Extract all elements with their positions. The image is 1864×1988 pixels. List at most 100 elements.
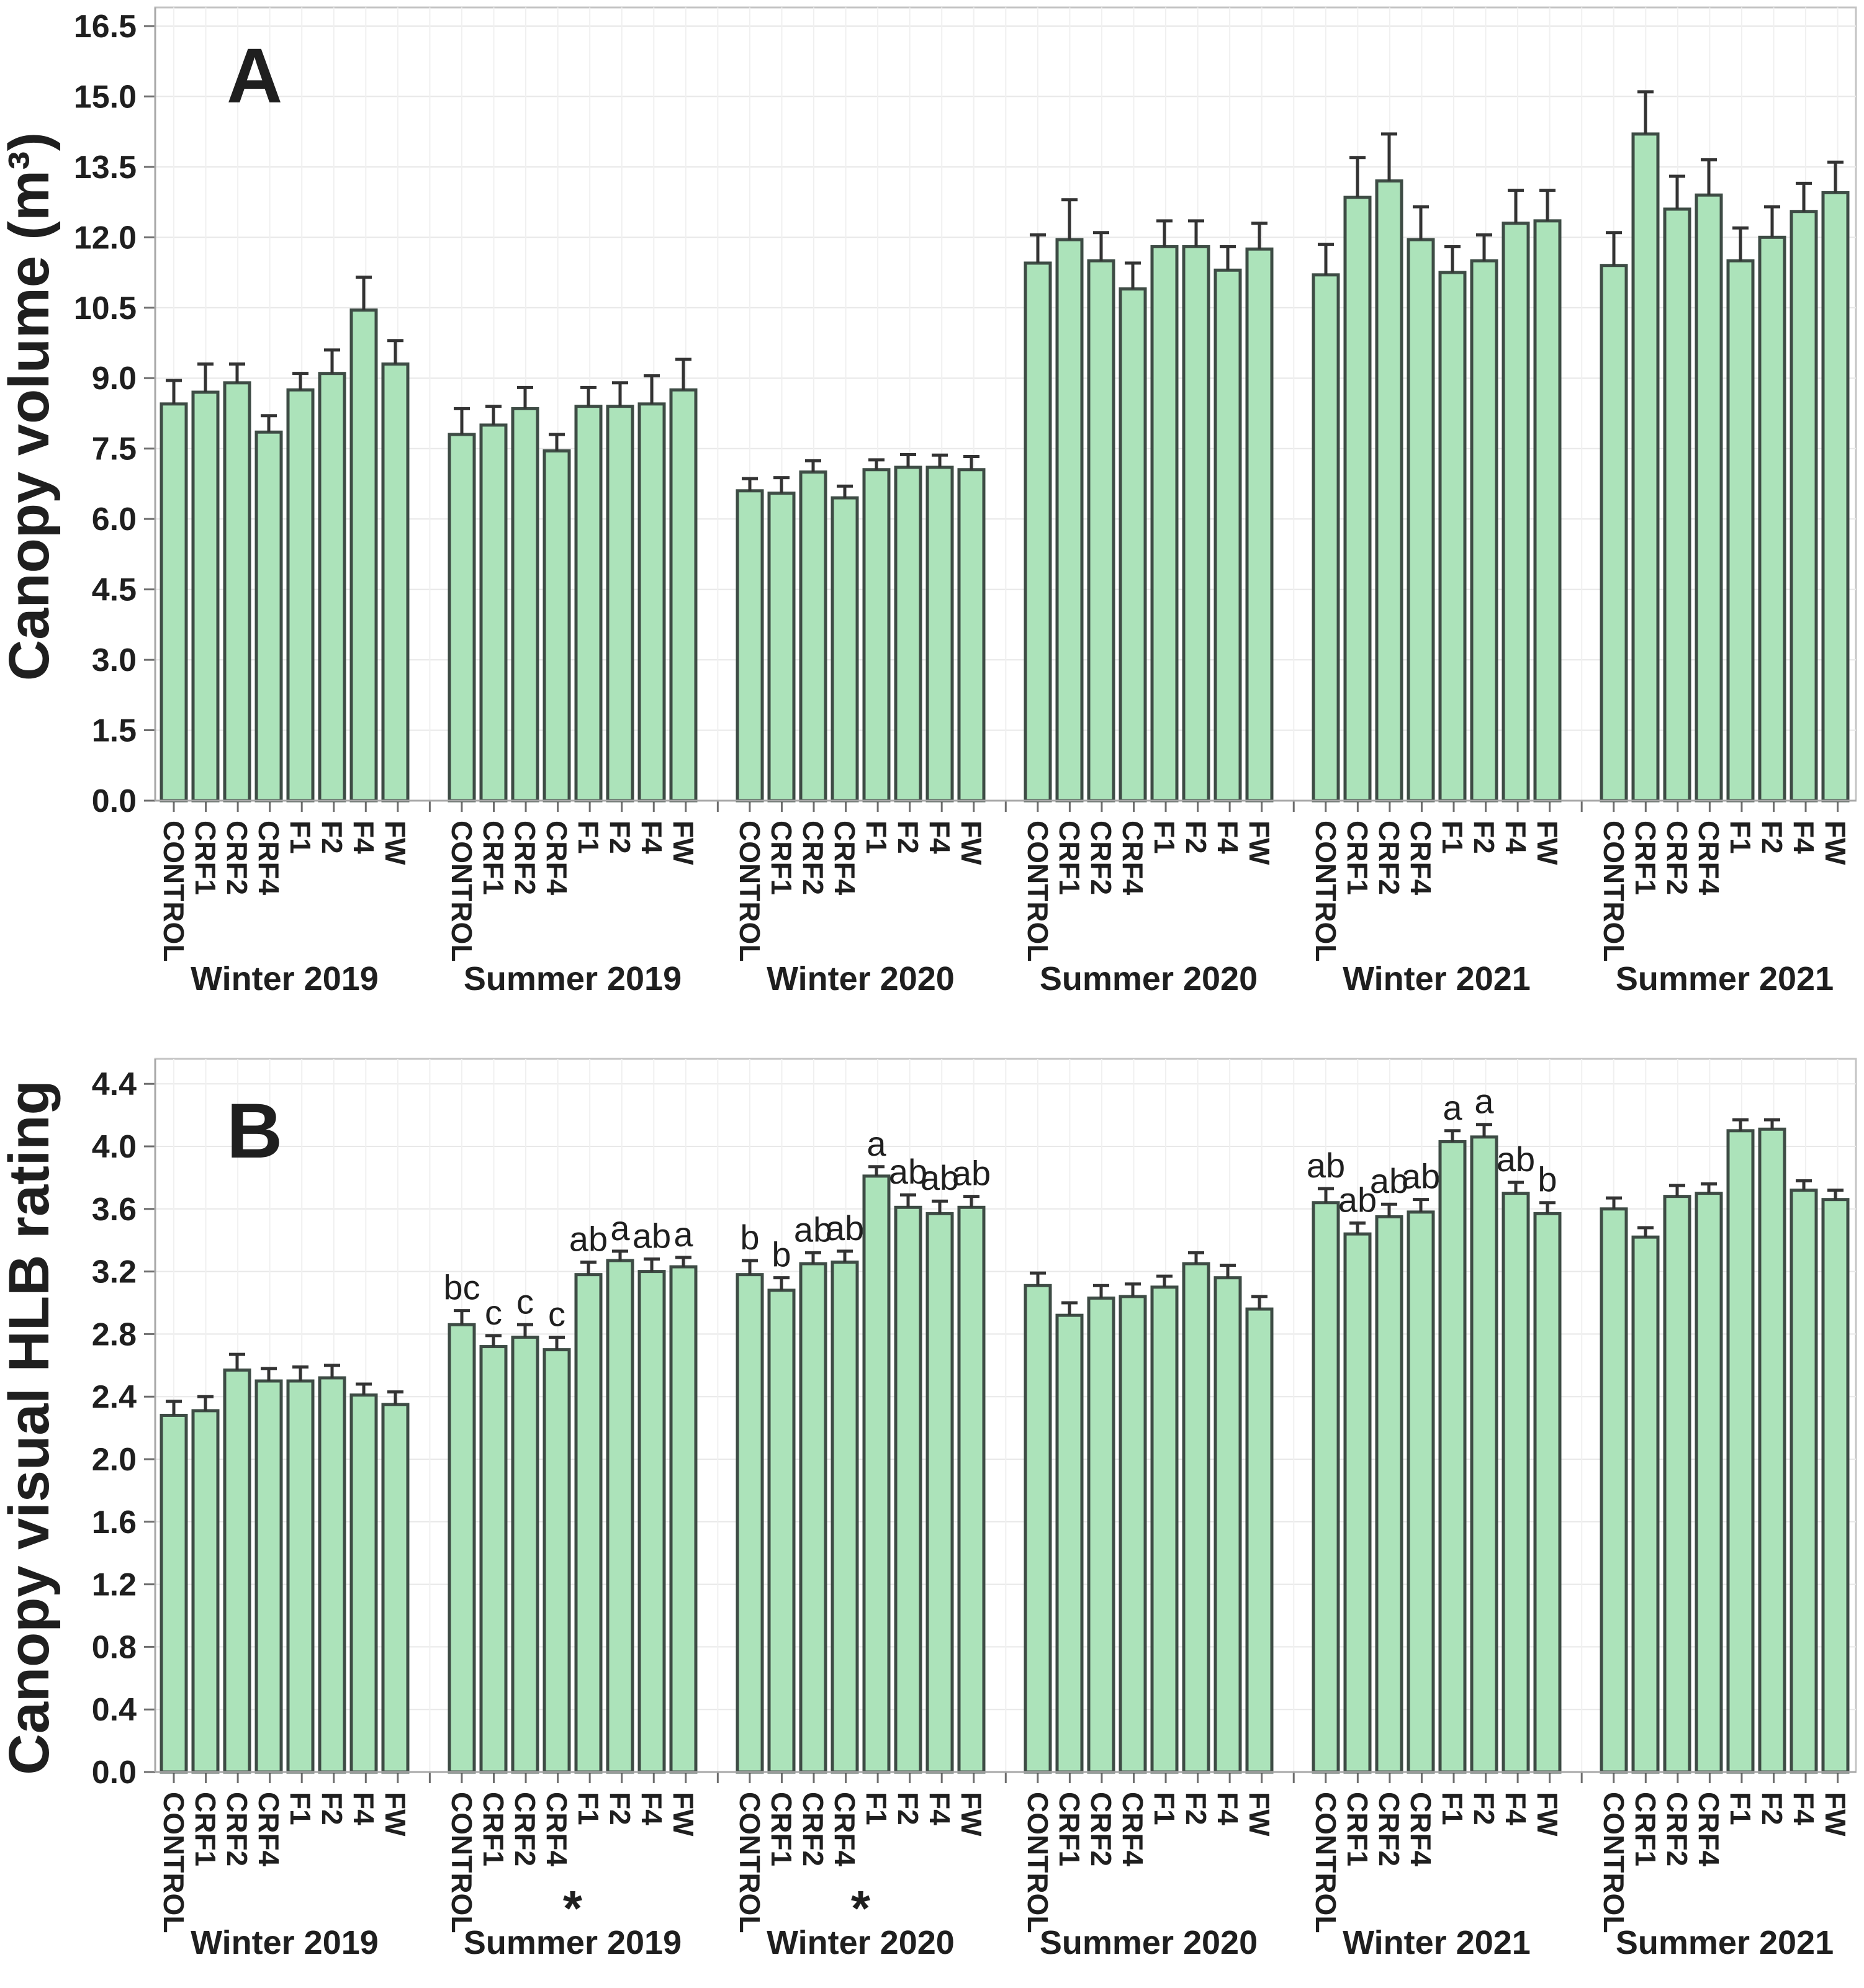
x-tick-label: FW xyxy=(955,821,988,865)
significance-letter: ab xyxy=(826,1208,864,1248)
x-tick-label: F2 xyxy=(604,821,636,854)
bar xyxy=(1726,259,1755,803)
x-tick-label: F2 xyxy=(316,821,348,854)
bar xyxy=(894,1205,922,1774)
group-label: Summer 2021 xyxy=(1616,1924,1834,1961)
x-tick-label: CONTROL xyxy=(1022,821,1054,961)
x-tick-label: CRF1 xyxy=(1629,821,1662,895)
x-tick-label: CONTROL xyxy=(734,821,766,961)
x-tick-label: CRF1 xyxy=(1629,1792,1662,1866)
x-tick-label: F2 xyxy=(1756,1792,1788,1825)
bar xyxy=(799,1262,827,1774)
bar xyxy=(1407,1210,1435,1774)
group-label: Summer 2021 xyxy=(1616,960,1834,997)
x-tick-label: CRF1 xyxy=(1341,821,1374,895)
x-tick-label: CONTROL xyxy=(1598,821,1630,961)
x-tick-label: CRF2 xyxy=(509,1792,541,1866)
bar xyxy=(606,405,634,803)
bar xyxy=(160,1413,188,1774)
y-tick-label: 12.0 xyxy=(74,220,137,256)
bar xyxy=(160,402,188,803)
bar xyxy=(1600,264,1628,803)
x-tick-label: F1 xyxy=(1148,1792,1181,1825)
bar xyxy=(1182,1262,1210,1774)
x-tick-label: CRF2 xyxy=(1373,1792,1405,1866)
bar xyxy=(1245,1307,1274,1774)
significance-letter: ab xyxy=(1497,1140,1535,1179)
x-tick-label: CRF1 xyxy=(765,1792,798,1866)
x-tick-label: CRF4 xyxy=(1405,1792,1437,1867)
bar xyxy=(1631,132,1660,803)
y-tick-label: 15.0 xyxy=(74,79,137,115)
bar xyxy=(767,1289,796,1774)
x-tick-label: CRF4 xyxy=(541,821,573,896)
y-tick-label: 1.2 xyxy=(92,1567,137,1603)
x-tick-label: FW xyxy=(1531,1792,1564,1837)
bar xyxy=(1438,271,1467,803)
x-tick-label: F2 xyxy=(316,1792,348,1825)
bar xyxy=(1055,238,1084,803)
x-tick-label: CRF1 xyxy=(477,1792,510,1866)
x-tick-label: CRF2 xyxy=(221,1792,253,1866)
bar xyxy=(862,1174,891,1774)
x-tick-label: CRF4 xyxy=(1405,821,1437,896)
x-tick-label: F1 xyxy=(1436,821,1469,854)
bar xyxy=(1055,1313,1084,1774)
x-tick-label: CRF1 xyxy=(1053,1792,1086,1866)
y-tick-label: 6.0 xyxy=(92,501,137,537)
bar xyxy=(1024,1284,1052,1774)
bar xyxy=(1375,179,1403,803)
x-tick-label: F4 xyxy=(636,1792,668,1825)
bar xyxy=(1213,268,1242,803)
significance-letter: b xyxy=(772,1235,791,1274)
x-tick-label: FW xyxy=(379,1792,412,1837)
x-tick-label: F1 xyxy=(860,821,893,854)
bar xyxy=(1663,1195,1691,1774)
y-tick-label: 3.6 xyxy=(92,1192,137,1228)
canopy-volume-chart: 0.0 1.5 3.0 4.5 6.0 7.5 9.0 10.5 12.0 13.5 15.0 16.… xyxy=(0,6,1857,997)
bar xyxy=(1407,238,1435,803)
x-tick-label: CRF1 xyxy=(1341,1792,1374,1866)
x-tick-label: FW xyxy=(379,821,412,865)
x-tick-label: F4 xyxy=(924,821,956,854)
bar xyxy=(1182,245,1210,803)
x-tick-label: F1 xyxy=(1724,821,1757,854)
bar xyxy=(286,1379,315,1774)
x-tick-label: CRF1 xyxy=(765,821,798,895)
x-tick-label: CRF1 xyxy=(1053,821,1086,895)
x-tick-label: CONTROL xyxy=(1310,1792,1342,1933)
x-tick-label: F4 xyxy=(1212,821,1244,854)
bar xyxy=(736,1273,764,1774)
group-label: Winter 2021 xyxy=(1343,960,1531,997)
x-tick-label: F1 xyxy=(1436,1792,1469,1825)
group-label: Summer 2020 xyxy=(1040,960,1258,997)
y-tick-label: 3.0 xyxy=(92,642,137,678)
group-label: Winter 2021 xyxy=(1343,1924,1531,1961)
x-tick-label: FW xyxy=(667,1792,700,1837)
x-tick-label: CRF4 xyxy=(541,1792,573,1867)
panel-b-figure: 0.0 0.4 0.8 1.2 1.6 2.0 2.4 2.8 3.2 3.6 4.0 4.4 CONT… xyxy=(0,1018,1864,1988)
significance-letter: b xyxy=(740,1218,759,1257)
x-tick-label: CRF2 xyxy=(797,821,829,895)
y-tick-label: 2.4 xyxy=(92,1379,137,1415)
significance-letter: c xyxy=(485,1293,502,1332)
bar xyxy=(574,1273,603,1774)
significance-letter: bc xyxy=(443,1268,480,1307)
bar xyxy=(543,1348,571,1774)
x-tick-label: CRF1 xyxy=(189,1792,222,1866)
panel-b-letter: B xyxy=(227,1088,282,1174)
bar xyxy=(1821,1198,1850,1774)
x-tick-label: F1 xyxy=(572,821,605,854)
y-tick-label: 4.0 xyxy=(92,1129,137,1165)
significance-letter: ab xyxy=(921,1158,959,1197)
bar xyxy=(669,1265,698,1774)
x-tick-label: F1 xyxy=(860,1792,893,1825)
bar xyxy=(637,402,666,803)
bar xyxy=(254,430,283,803)
bar xyxy=(831,496,859,803)
x-tick-label: CONTROL xyxy=(446,1792,478,1933)
bar xyxy=(511,1335,539,1774)
bar xyxy=(957,1205,986,1774)
bar xyxy=(1213,1276,1242,1774)
x-tick-label: F4 xyxy=(1788,1792,1820,1825)
